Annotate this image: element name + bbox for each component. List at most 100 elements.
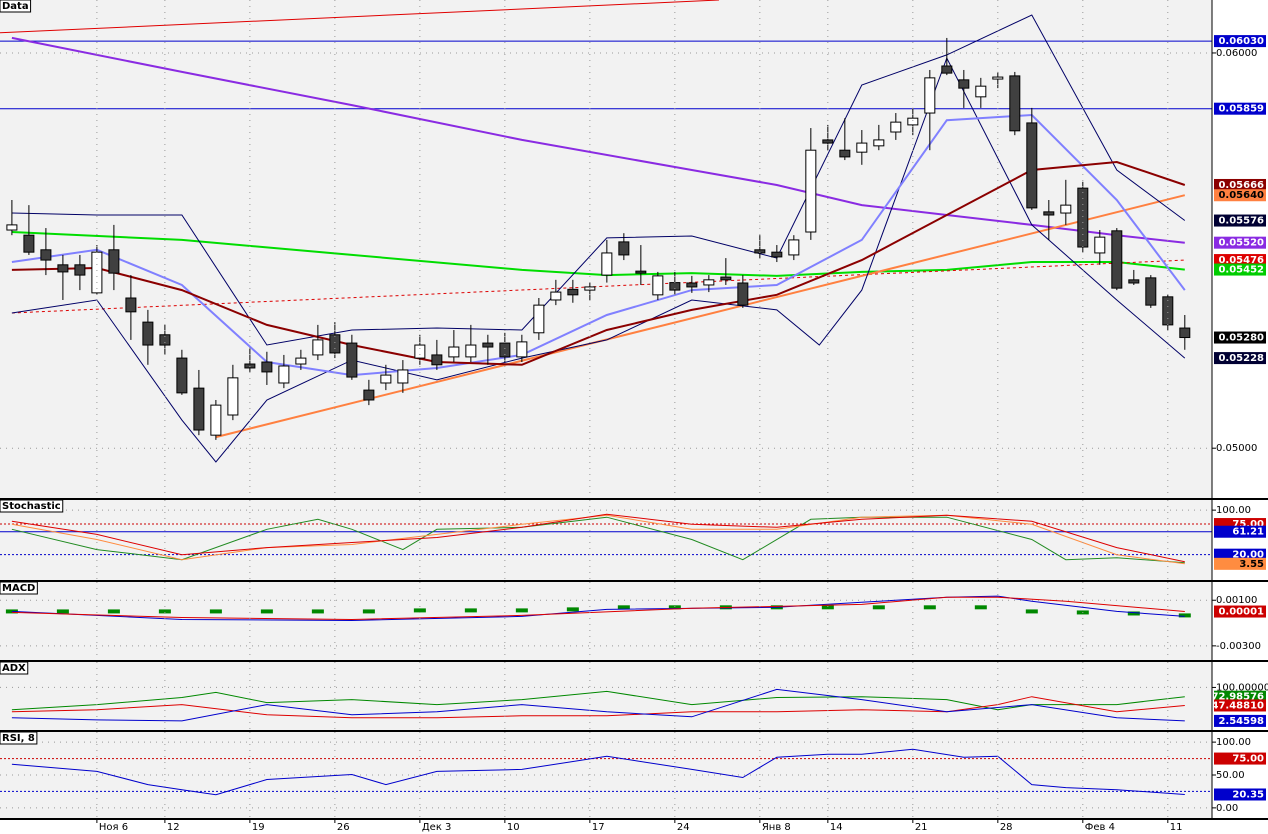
histogram-bar: [1178, 613, 1191, 618]
panel-plot: [0, 0, 1212, 463]
candle-body: [567, 288, 579, 296]
price-label-box: [1214, 214, 1266, 227]
candle-body: [278, 365, 290, 384]
x-tick-label: 19: [252, 822, 265, 833]
price-label: 2.54598: [1218, 716, 1264, 727]
price-label: 47.48810: [1211, 700, 1264, 711]
indicator-line: [11, 516, 1185, 564]
price-label-box: [1214, 331, 1266, 344]
candle-body: [193, 387, 205, 431]
price-label: 3.55: [1239, 559, 1264, 570]
price-label-box: [1214, 236, 1266, 249]
panel-plot: [0, 686, 1212, 722]
indicator-line: [11, 596, 1185, 621]
candle-body: [1043, 211, 1055, 216]
price-label: 0.05666: [1218, 180, 1264, 191]
candle-body: [907, 117, 919, 126]
histogram-bar: [413, 608, 426, 613]
panel-background: [0, 500, 1212, 580]
y-tick-label: 0.06000: [1216, 48, 1257, 59]
indicator-line: [11, 748, 1185, 796]
indicator-line: [215, 194, 1186, 439]
candle-body: [125, 297, 137, 313]
indicator-line: [11, 113, 1186, 377]
histogram-bar: [107, 609, 120, 614]
price-label-box: [1214, 605, 1266, 618]
x-tick-label: Фев 4: [1085, 822, 1115, 833]
candle-body: [856, 142, 868, 153]
indicator-line: [11, 595, 1185, 622]
histogram-bar: [617, 605, 630, 610]
y-tick-label: 0.05000: [1216, 443, 1257, 454]
y-tick-label: 0.00: [1216, 803, 1238, 814]
panel-title: RSI, 8: [2, 733, 35, 744]
candle-body: [788, 239, 800, 256]
price-label: 0.05452: [1218, 265, 1264, 276]
candle-body: [6, 224, 18, 231]
price-label-box: [1214, 525, 1266, 538]
candle-body: [1128, 279, 1140, 284]
y-tick-label: -0.00300: [1216, 641, 1261, 652]
y-tick-label: 100.00: [1216, 505, 1251, 516]
panel-title: ADX: [2, 663, 26, 674]
candle-body: [448, 346, 460, 358]
x-tick-label: 14: [830, 822, 843, 833]
candle-body: [805, 149, 817, 233]
indicator-line: [11, 56, 1186, 463]
x-tick-label: Ноя 6: [99, 822, 128, 833]
price-label: 0.05476: [1218, 255, 1264, 266]
price-label: 0.05576: [1218, 216, 1264, 227]
price-label-box: [1214, 548, 1266, 561]
panel-title-box: [0, 661, 29, 675]
x-tick-label: 28: [1000, 822, 1013, 833]
panel-plot: [0, 595, 1212, 647]
candle-body: [74, 264, 86, 276]
candle-body: [1162, 296, 1174, 326]
price-label-box: [1214, 557, 1266, 570]
price-label: 0.06030: [1218, 36, 1264, 47]
panel-title-box: [0, 499, 64, 513]
x-tick-label: 26: [337, 822, 350, 833]
price-label-box: [1214, 752, 1266, 765]
price-label: 0.05520: [1218, 238, 1264, 249]
candle-body: [941, 65, 953, 74]
candle-body: [618, 241, 630, 256]
x-tick-label: Янв 8: [762, 822, 791, 833]
candle-body: [533, 304, 545, 334]
candle-body: [924, 77, 936, 114]
price-label: 75.00: [1232, 754, 1264, 765]
price-label-box: [1214, 714, 1266, 727]
panel-title-box: [0, 731, 38, 745]
candle-body: [839, 149, 851, 158]
price-label: 61.21: [1232, 527, 1264, 538]
price-label-box: [1214, 352, 1266, 365]
candle-body: [363, 389, 375, 401]
candle-body: [346, 342, 358, 378]
histogram-bar: [515, 608, 528, 613]
candle-body: [312, 339, 324, 356]
histogram-bar: [311, 609, 324, 614]
histogram-bar: [1127, 611, 1140, 616]
panel-title-box: [0, 0, 32, 13]
histogram-bar: [464, 608, 477, 613]
x-tick-label: Дек 3: [422, 822, 452, 833]
histogram-bar: [158, 609, 171, 614]
price-label-box: [1214, 178, 1266, 191]
x-tick-label: 11: [1170, 822, 1183, 833]
candle-body: [176, 357, 188, 394]
candle-body: [1145, 277, 1157, 306]
price-label: 20.35: [1232, 789, 1264, 800]
candle-body: [414, 344, 426, 359]
price-label-box: [1214, 263, 1266, 276]
candle-body: [210, 404, 222, 436]
candle-body: [244, 363, 256, 369]
candle-body: [703, 279, 715, 286]
histogram-bar: [362, 609, 375, 614]
candle-body: [516, 341, 528, 358]
candle-body: [873, 139, 885, 147]
panel-plot: [0, 509, 1212, 565]
candle-body: [431, 354, 443, 366]
indicator-line: [11, 231, 1185, 277]
x-tick-label: 12: [167, 822, 180, 833]
